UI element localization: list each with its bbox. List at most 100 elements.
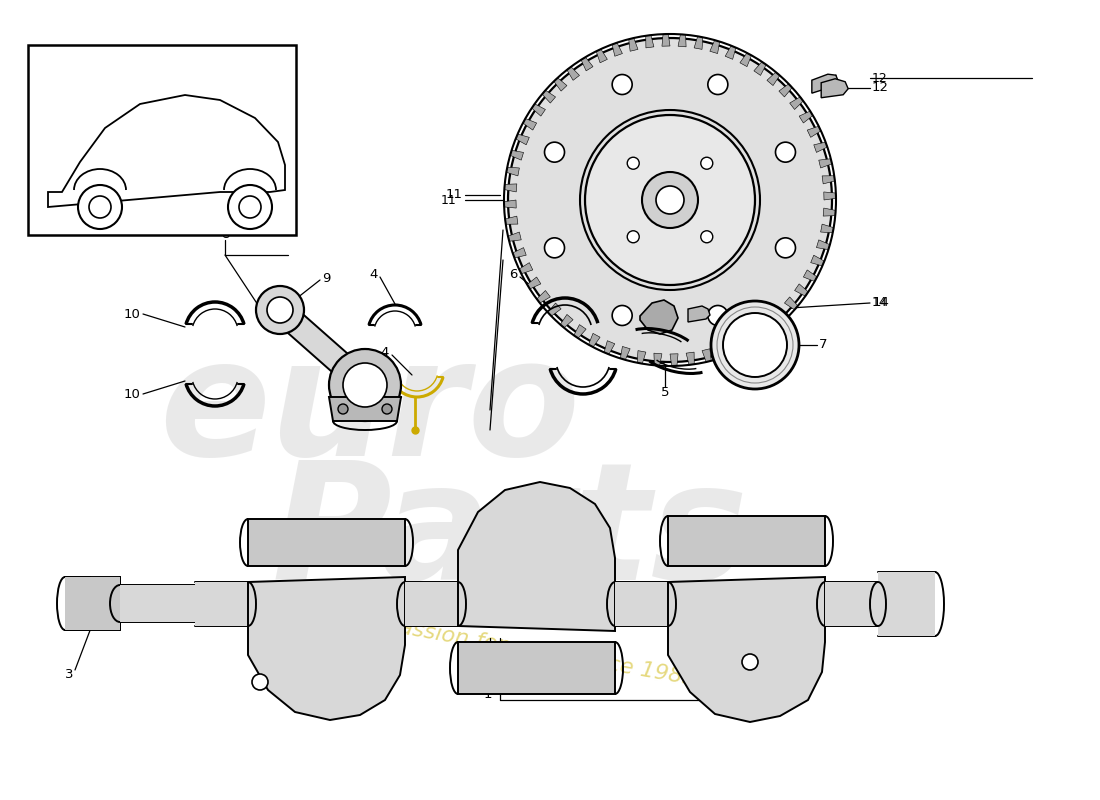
Polygon shape xyxy=(48,95,285,207)
Circle shape xyxy=(89,196,111,218)
Text: 12: 12 xyxy=(872,82,889,94)
Text: 10: 10 xyxy=(123,307,140,321)
Circle shape xyxy=(267,297,293,323)
Polygon shape xyxy=(821,224,834,233)
Polygon shape xyxy=(516,134,529,145)
Polygon shape xyxy=(717,344,728,358)
Polygon shape xyxy=(694,36,703,50)
Circle shape xyxy=(580,110,760,290)
Polygon shape xyxy=(818,158,832,168)
Polygon shape xyxy=(527,277,541,289)
Polygon shape xyxy=(811,255,824,266)
Polygon shape xyxy=(800,111,813,123)
Polygon shape xyxy=(90,577,120,630)
Polygon shape xyxy=(662,34,670,46)
Text: 7: 7 xyxy=(820,338,827,351)
FancyBboxPatch shape xyxy=(28,45,296,235)
Circle shape xyxy=(343,363,387,407)
Text: 13: 13 xyxy=(650,354,668,366)
Circle shape xyxy=(613,306,632,326)
Text: 12: 12 xyxy=(872,72,888,85)
Text: euro: euro xyxy=(160,330,581,490)
Polygon shape xyxy=(65,577,90,630)
Text: 10: 10 xyxy=(123,387,140,401)
Polygon shape xyxy=(794,284,808,296)
Polygon shape xyxy=(773,309,786,322)
Polygon shape xyxy=(405,582,458,626)
Polygon shape xyxy=(668,577,825,722)
Circle shape xyxy=(544,142,564,162)
Polygon shape xyxy=(566,66,580,80)
Circle shape xyxy=(707,306,728,326)
Polygon shape xyxy=(754,62,767,75)
Polygon shape xyxy=(329,397,402,421)
Polygon shape xyxy=(574,325,586,338)
Circle shape xyxy=(656,186,684,214)
Polygon shape xyxy=(195,582,248,626)
Polygon shape xyxy=(508,232,521,242)
Polygon shape xyxy=(803,270,817,282)
Polygon shape xyxy=(790,97,803,110)
Polygon shape xyxy=(668,516,825,566)
Circle shape xyxy=(701,158,713,170)
Circle shape xyxy=(711,301,799,389)
Polygon shape xyxy=(646,35,653,48)
Circle shape xyxy=(382,404,392,414)
Text: 3: 3 xyxy=(65,667,73,681)
Circle shape xyxy=(228,185,272,229)
Text: Parts: Parts xyxy=(272,455,748,614)
Polygon shape xyxy=(522,118,537,130)
Polygon shape xyxy=(504,200,516,208)
Circle shape xyxy=(707,74,728,94)
Polygon shape xyxy=(588,334,601,347)
Polygon shape xyxy=(688,306,710,322)
Polygon shape xyxy=(725,46,736,59)
Polygon shape xyxy=(458,482,615,631)
Circle shape xyxy=(613,74,632,94)
Polygon shape xyxy=(458,642,615,694)
Polygon shape xyxy=(740,53,751,66)
Polygon shape xyxy=(747,329,759,343)
Polygon shape xyxy=(615,582,668,626)
Polygon shape xyxy=(822,78,848,98)
Polygon shape xyxy=(581,57,593,71)
Circle shape xyxy=(627,158,639,170)
Polygon shape xyxy=(640,300,678,334)
Text: a passion for parts since 1985: a passion for parts since 1985 xyxy=(363,611,697,689)
Polygon shape xyxy=(504,184,517,192)
Polygon shape xyxy=(807,126,821,138)
Polygon shape xyxy=(513,247,526,258)
Text: 14: 14 xyxy=(873,297,890,310)
Circle shape xyxy=(544,238,564,258)
Text: 11: 11 xyxy=(446,189,463,202)
Polygon shape xyxy=(825,582,878,626)
Polygon shape xyxy=(272,301,373,394)
Polygon shape xyxy=(248,519,405,566)
Polygon shape xyxy=(548,303,561,316)
Polygon shape xyxy=(120,585,195,622)
Polygon shape xyxy=(604,341,615,354)
Polygon shape xyxy=(531,104,546,116)
Text: 14: 14 xyxy=(872,297,888,310)
Polygon shape xyxy=(767,72,780,86)
Circle shape xyxy=(627,230,639,242)
Text: 4: 4 xyxy=(370,267,378,281)
Circle shape xyxy=(329,349,402,421)
Polygon shape xyxy=(822,176,835,184)
Wedge shape xyxy=(508,38,832,362)
Circle shape xyxy=(642,172,698,228)
Polygon shape xyxy=(519,262,532,274)
Polygon shape xyxy=(784,297,798,310)
Polygon shape xyxy=(653,353,662,366)
Polygon shape xyxy=(823,208,836,216)
Circle shape xyxy=(701,230,713,242)
Polygon shape xyxy=(505,216,518,224)
Polygon shape xyxy=(506,167,519,176)
Text: 2: 2 xyxy=(749,699,758,713)
Circle shape xyxy=(239,196,261,218)
Text: 13: 13 xyxy=(651,346,667,358)
Polygon shape xyxy=(678,34,686,47)
Polygon shape xyxy=(537,290,550,303)
Polygon shape xyxy=(760,320,773,334)
Polygon shape xyxy=(812,74,838,93)
